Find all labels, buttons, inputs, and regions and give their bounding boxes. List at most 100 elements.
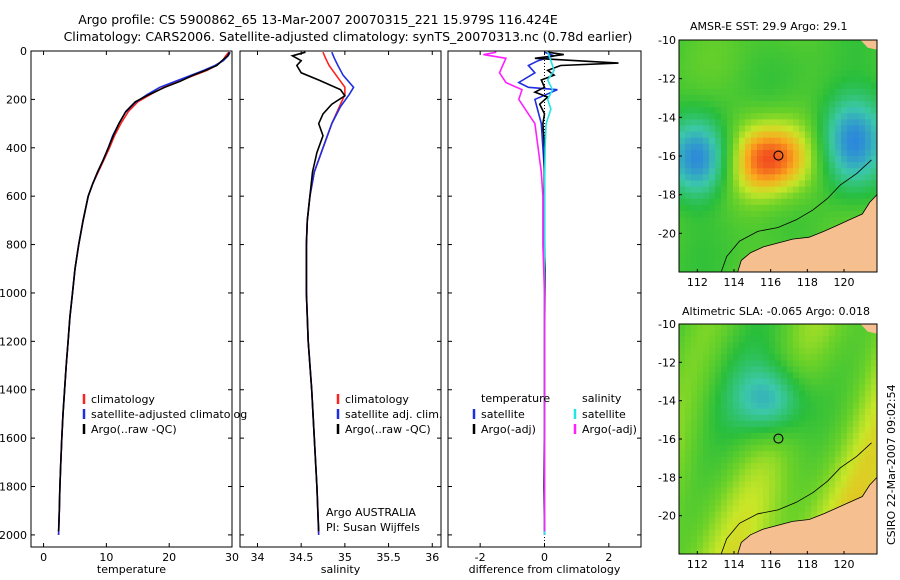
map-cell — [703, 493, 710, 501]
map-cell — [679, 354, 686, 361]
map-cell — [685, 378, 692, 386]
map-cell — [733, 156, 740, 163]
x-tick-label: 2 — [605, 551, 612, 564]
map-cell — [841, 131, 848, 139]
map-cell — [823, 131, 830, 139]
map-cell — [787, 475, 794, 482]
map-cell — [775, 451, 782, 458]
map-cell — [727, 156, 734, 163]
map-cell — [847, 113, 854, 120]
map-cell — [703, 131, 710, 139]
map-cell — [811, 125, 818, 133]
map-cell — [859, 149, 866, 157]
map-cell — [805, 439, 812, 446]
map-cell — [787, 517, 794, 525]
map-cell — [775, 475, 782, 482]
map-cell — [727, 253, 734, 261]
map-cell — [817, 324, 824, 331]
map-cell — [691, 137, 698, 145]
map-cell — [859, 463, 866, 470]
map-cell — [853, 463, 860, 470]
map-cell — [721, 414, 728, 422]
map-cell — [751, 46, 758, 53]
map-cell — [787, 52, 794, 59]
map-cell — [811, 360, 818, 367]
map-cell — [805, 217, 812, 224]
map-cell — [715, 511, 722, 519]
map-cell — [697, 535, 704, 543]
map-cell — [799, 52, 806, 59]
map-cell — [865, 94, 872, 102]
map-cell — [829, 192, 836, 200]
map-cell — [697, 348, 704, 355]
map-cell — [769, 378, 776, 386]
map-cell — [679, 493, 686, 501]
map-cell — [847, 414, 854, 422]
map-cell — [805, 180, 812, 188]
map-cell — [715, 493, 722, 501]
map-cell — [745, 217, 752, 224]
map-cell — [715, 535, 722, 543]
map-cell — [793, 58, 800, 66]
map-cell — [829, 119, 836, 127]
map-cell — [697, 354, 704, 361]
map-cell — [823, 408, 830, 416]
map-cell — [721, 469, 728, 476]
map-cell — [745, 162, 752, 169]
map-cell — [865, 336, 872, 343]
map-cell — [709, 192, 716, 200]
map-cell — [703, 390, 710, 398]
map-cell — [697, 58, 704, 66]
map-cell — [787, 186, 794, 194]
map-cell — [769, 52, 776, 59]
map-cell — [853, 119, 860, 127]
map-cell — [769, 107, 776, 114]
map-cell — [703, 113, 710, 120]
map-cell — [859, 131, 866, 139]
map-cell — [727, 58, 734, 66]
map-cell — [859, 58, 866, 66]
map-cell — [715, 523, 722, 531]
map-cell — [811, 119, 818, 127]
map-cell — [733, 402, 740, 410]
map-cell — [817, 186, 824, 194]
map-cell — [697, 186, 704, 194]
map-cell — [781, 168, 788, 175]
map-cell — [841, 113, 848, 120]
map-cell — [829, 76, 836, 84]
map-cell — [805, 162, 812, 169]
y-tick-label: 0 — [20, 45, 27, 58]
map-cell — [721, 235, 728, 243]
map-cell — [727, 162, 734, 169]
map-cell — [781, 40, 788, 47]
map-cell — [871, 475, 877, 482]
map-cell — [691, 265, 698, 272]
map-cell — [829, 186, 836, 194]
map-cell — [859, 174, 866, 182]
map-cell — [715, 119, 722, 127]
map-cell — [871, 64, 877, 72]
map-cell — [721, 493, 728, 501]
map-cell — [799, 64, 806, 72]
map-cell — [691, 535, 698, 543]
map-cell — [691, 523, 698, 531]
map-cell — [859, 457, 866, 464]
map-cell — [781, 131, 788, 139]
map-cell — [763, 143, 770, 151]
map-cell — [739, 204, 746, 212]
map-cell — [691, 408, 698, 416]
map-cell — [781, 52, 788, 59]
map-cell — [691, 210, 698, 218]
map-cell — [805, 487, 812, 495]
map-cell — [829, 372, 836, 380]
map-cell — [721, 535, 728, 543]
map-cell — [793, 210, 800, 218]
map-cell — [811, 46, 818, 53]
map-cell — [709, 156, 716, 163]
map-cell — [745, 481, 752, 489]
map-cell — [769, 517, 776, 525]
map-cell — [865, 107, 872, 114]
map-cell — [799, 88, 806, 96]
map-cell — [727, 384, 734, 392]
map-cell — [691, 204, 698, 212]
